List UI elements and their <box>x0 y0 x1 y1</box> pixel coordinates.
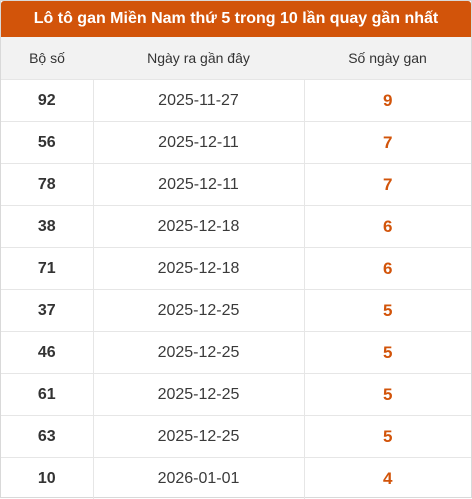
cell-number: 63 <box>1 416 93 458</box>
table-row: 37 2025-12-25 5 <box>1 290 471 332</box>
table-row: 38 2025-12-18 6 <box>1 206 471 248</box>
table-row: 10 2026-01-01 4 <box>1 458 471 499</box>
table-row: 46 2025-12-25 5 <box>1 332 471 374</box>
cell-gan-days: 5 <box>304 374 471 416</box>
cell-date: 2025-12-25 <box>93 416 304 458</box>
column-header-gan: Số ngày gan <box>304 37 471 80</box>
column-header-date: Ngày ra gần đây <box>93 37 304 80</box>
column-header-number: Bộ số <box>1 37 93 80</box>
cell-date: 2025-12-11 <box>93 122 304 164</box>
cell-number: 46 <box>1 332 93 374</box>
table-row: 61 2025-12-25 5 <box>1 374 471 416</box>
cell-number: 38 <box>1 206 93 248</box>
table-row: 78 2025-12-11 7 <box>1 164 471 206</box>
table-row: 63 2025-12-25 5 <box>1 416 471 458</box>
cell-date: 2025-11-27 <box>93 80 304 122</box>
table-title: Lô tô gan Miền Nam thứ 5 trong 10 lần qu… <box>1 1 471 37</box>
header-row: Bộ số Ngày ra gần đây Số ngày gan <box>1 37 471 80</box>
table-row: 92 2025-11-27 9 <box>1 80 471 122</box>
cell-gan-days: 5 <box>304 416 471 458</box>
table-row: 71 2025-12-18 6 <box>1 248 471 290</box>
cell-date: 2025-12-11 <box>93 164 304 206</box>
cell-number: 61 <box>1 374 93 416</box>
cell-gan-days: 7 <box>304 122 471 164</box>
cell-number: 56 <box>1 122 93 164</box>
cell-gan-days: 9 <box>304 80 471 122</box>
cell-number: 78 <box>1 164 93 206</box>
cell-date: 2025-12-25 <box>93 332 304 374</box>
cell-date: 2025-12-25 <box>93 290 304 332</box>
cell-date: 2025-12-18 <box>93 206 304 248</box>
cell-date: 2026-01-01 <box>93 458 304 499</box>
cell-gan-days: 4 <box>304 458 471 499</box>
cell-number: 92 <box>1 80 93 122</box>
cell-number: 37 <box>1 290 93 332</box>
lo-gan-table: Bộ số Ngày ra gần đây Số ngày gan 92 202… <box>1 37 471 499</box>
cell-gan-days: 7 <box>304 164 471 206</box>
cell-date: 2025-12-18 <box>93 248 304 290</box>
cell-date: 2025-12-25 <box>93 374 304 416</box>
cell-number: 10 <box>1 458 93 499</box>
cell-gan-days: 6 <box>304 206 471 248</box>
table-row: 56 2025-12-11 7 <box>1 122 471 164</box>
cell-gan-days: 5 <box>304 332 471 374</box>
cell-number: 71 <box>1 248 93 290</box>
cell-gan-days: 6 <box>304 248 471 290</box>
cell-gan-days: 5 <box>304 290 471 332</box>
